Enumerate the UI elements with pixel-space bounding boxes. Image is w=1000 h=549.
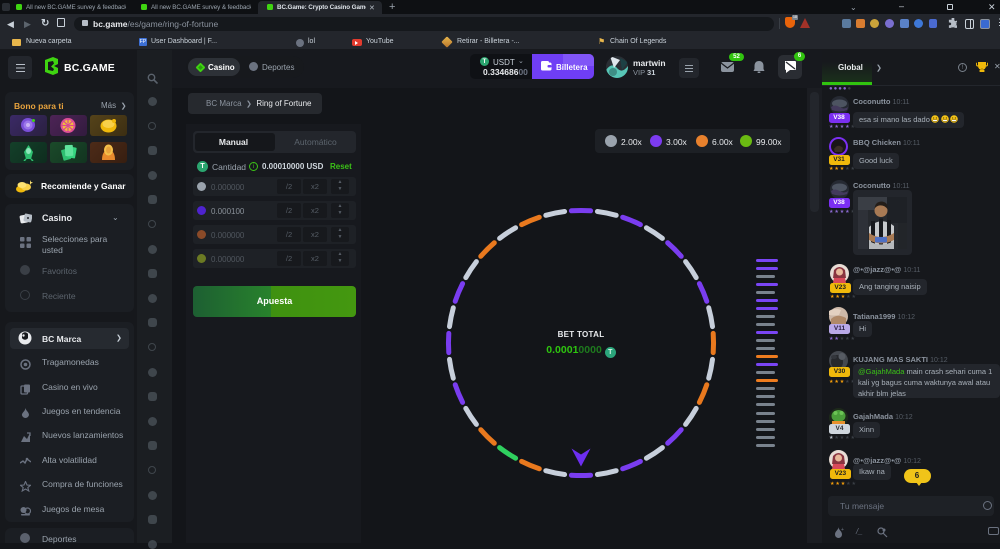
svg-text:+: + <box>841 527 844 533</box>
